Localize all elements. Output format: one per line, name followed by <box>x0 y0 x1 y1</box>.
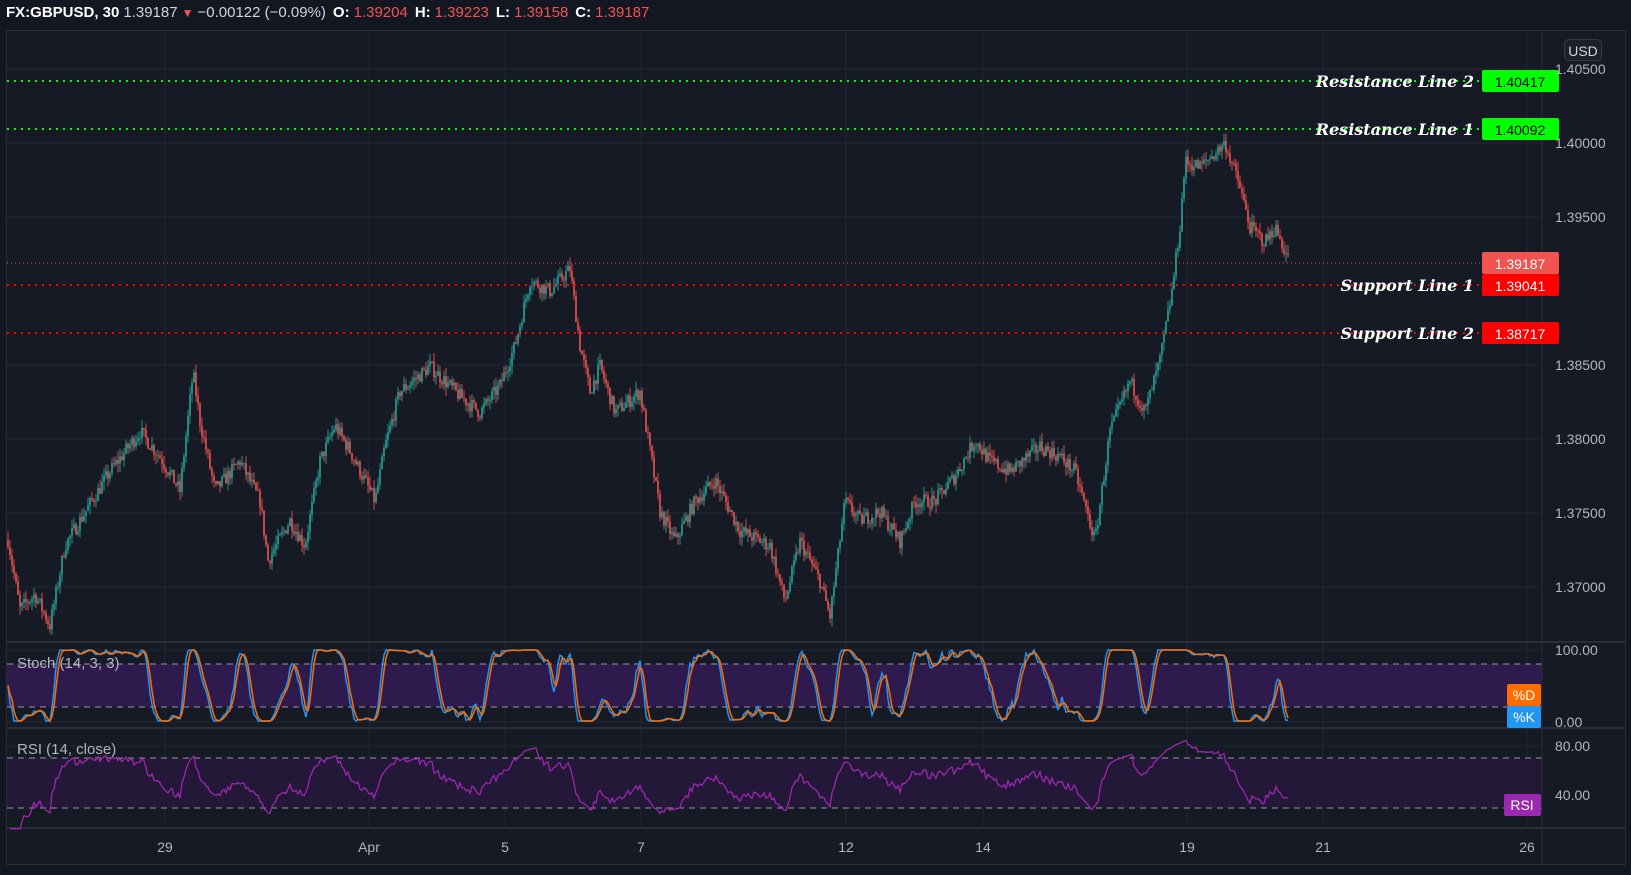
resistance-price-badge <box>1482 118 1559 140</box>
stoch-d-badge-label: %D <box>1513 687 1536 703</box>
down-triangle-icon: ▼ <box>181 6 194 20</box>
stoch-tick-100: 100.00 <box>1555 642 1598 658</box>
price-tick: 1.40500 <box>1555 61 1606 77</box>
symbol-title[interactable]: FX:GBPUSD, 30 <box>6 4 120 21</box>
candlestick-series <box>7 133 1289 636</box>
support-price-badge <box>1482 274 1559 296</box>
level-price: 1.40092 <box>1495 122 1546 138</box>
price-axis[interactable]: 1.40500 1.40000 1.39500 1.38500 1.38000 1.375… <box>1555 61 1606 595</box>
rsi-line <box>10 740 1289 830</box>
resistance-line-label: Resistance Line 2 <box>1315 72 1474 91</box>
low-label: L: <box>495 4 511 21</box>
level-price: 1.38717 <box>1495 326 1546 342</box>
last-price-value: 1.39187 <box>1495 256 1546 272</box>
time-tick: 14 <box>975 839 991 855</box>
time-axis[interactable]: 29 Apr 5 7 12 14 19 21 26 <box>157 839 1535 855</box>
time-tick: 26 <box>1519 839 1535 855</box>
support-line-label: Support Line 1 <box>1341 276 1474 295</box>
open-value: 1.39204 <box>353 4 408 21</box>
stoch-k-line <box>7 648 1288 723</box>
stoch-title[interactable]: Stoch (14, 3, 3) <box>17 655 120 672</box>
price-tick: 1.40000 <box>1555 135 1606 151</box>
time-tick: 5 <box>501 839 509 855</box>
rsi-title[interactable]: RSI (14, close) <box>17 741 116 758</box>
stoch-d-line <box>7 649 1289 723</box>
legend-bar: FX:GBPUSD, 30 1.39187 ▼ −0.00122 (−0.09%… <box>0 0 1631 28</box>
rsi-badge-label: RSI <box>1510 797 1533 813</box>
time-tick: 19 <box>1179 839 1195 855</box>
stoch-d-badge <box>1507 684 1541 706</box>
price-tick: 1.38000 <box>1555 431 1606 447</box>
time-tick: 29 <box>157 839 173 855</box>
support-price-badge <box>1482 322 1559 344</box>
time-tick: 7 <box>637 839 645 855</box>
close-value: 1.39187 <box>595 4 650 21</box>
price-change: −0.00122 (−0.09%) <box>197 4 326 21</box>
level-price: 1.40417 <box>1495 74 1546 90</box>
rsi-badge <box>1504 794 1541 816</box>
close-label: C: <box>575 4 592 21</box>
high-label: H: <box>414 4 431 21</box>
time-tick: 21 <box>1315 839 1331 855</box>
stoch-band <box>7 664 1542 707</box>
rsi-tick-80: 80.00 <box>1555 738 1590 754</box>
last-price: 1.39187 <box>123 4 178 21</box>
rsi-tick-40: 40.00 <box>1555 787 1590 803</box>
price-tick: 1.39500 <box>1555 209 1606 225</box>
price-tick: 1.37000 <box>1555 579 1606 595</box>
horizontal-lines: Resistance Line 2 1.40417 Resistance Line … <box>7 70 1559 344</box>
grid <box>7 31 1542 828</box>
open-label: O: <box>332 4 350 21</box>
chart-frame[interactable] <box>6 30 1626 865</box>
support-line-label: Support Line 2 <box>1341 324 1474 343</box>
stoch-k-badge <box>1507 706 1541 728</box>
last-price-badge <box>1482 252 1559 274</box>
time-tick: Apr <box>358 839 380 855</box>
price-tick: 1.38500 <box>1555 357 1606 373</box>
stoch-tick-0: 0.00 <box>1555 714 1582 730</box>
resistance-price-badge <box>1482 70 1559 92</box>
high-value: 1.39223 <box>434 4 489 21</box>
low-value: 1.39158 <box>514 4 569 21</box>
stoch-k-badge-label: %K <box>1513 709 1535 725</box>
currency-badge[interactable]: USD <box>1564 39 1602 61</box>
symbol-legend[interactable]: FX:GBPUSD, 30 1.39187 ▼ −0.00122 (−0.09%… <box>6 4 649 21</box>
price-tick: 1.37500 <box>1555 505 1606 521</box>
level-price: 1.39041 <box>1495 278 1546 294</box>
time-tick: 12 <box>838 839 854 855</box>
resistance-line-label: Resistance Line 1 <box>1315 120 1474 139</box>
